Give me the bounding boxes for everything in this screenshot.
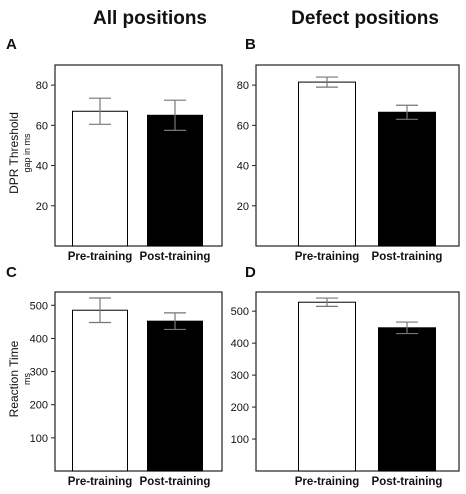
y-tick-label-c-300: 300 xyxy=(30,367,48,379)
bar-c-pre-training xyxy=(72,309,128,472)
plot-frame-c xyxy=(54,291,223,472)
y-tick-label-a-20: 20 xyxy=(36,201,48,213)
y-tick-label-c-500: 500 xyxy=(30,300,48,312)
column-title-defect-positions: Defect positions xyxy=(291,8,439,29)
x-tick-label-c-post-training: Post-training xyxy=(140,476,211,488)
plot-frame-b xyxy=(255,64,460,247)
bar-d-post-training xyxy=(378,327,436,472)
plot-frame-a xyxy=(54,64,223,247)
panel-letter-c: C xyxy=(6,264,17,281)
x-tick-label-b-pre-training: Pre-training xyxy=(295,251,360,263)
y-tick-label-c-400: 400 xyxy=(30,333,48,345)
y-tick-label-b-80: 80 xyxy=(237,80,249,92)
panel-letter-b: B xyxy=(245,36,256,53)
panel-letter-d: D xyxy=(245,264,256,281)
column-title-all-positions: All positions xyxy=(93,8,207,29)
plot-frame-d xyxy=(255,291,460,472)
bar-b-post-training xyxy=(378,111,436,247)
bar-a-post-training xyxy=(147,114,203,247)
y-tick-label-a-40: 40 xyxy=(36,161,48,173)
y-tick-label-c-100: 100 xyxy=(30,433,48,445)
x-tick-label-d-pre-training: Pre-training xyxy=(295,476,360,488)
x-tick-label-c-pre-training: Pre-training xyxy=(68,476,133,488)
x-tick-label-a-post-training: Post-training xyxy=(140,251,211,263)
panel-letter-a: A xyxy=(6,36,17,53)
y-tick-label-b-60: 60 xyxy=(237,120,249,132)
x-tick-label-a-pre-training: Pre-training xyxy=(68,251,133,263)
y-tick-label-d-500: 500 xyxy=(231,306,249,318)
y-tick-label-d-400: 400 xyxy=(231,338,249,350)
y-tick-label-b-20: 20 xyxy=(237,201,249,213)
y-tick-label-d-300: 300 xyxy=(231,370,249,382)
y-tick-label-d-100: 100 xyxy=(231,434,249,446)
bar-d-pre-training xyxy=(298,301,356,472)
y-tick-label-a-60: 60 xyxy=(36,120,48,132)
x-tick-label-d-post-training: Post-training xyxy=(372,476,443,488)
bar-b-pre-training xyxy=(298,81,356,247)
y-tick-label-a-80: 80 xyxy=(36,80,48,92)
y-tick-label-d-200: 200 xyxy=(231,402,249,414)
y-tick-label-b-40: 40 xyxy=(237,161,249,173)
bar-a-pre-training xyxy=(72,110,128,247)
y-tick-label-c-200: 200 xyxy=(30,400,48,412)
x-tick-label-b-post-training: Post-training xyxy=(372,251,443,263)
bar-c-post-training xyxy=(147,320,203,472)
